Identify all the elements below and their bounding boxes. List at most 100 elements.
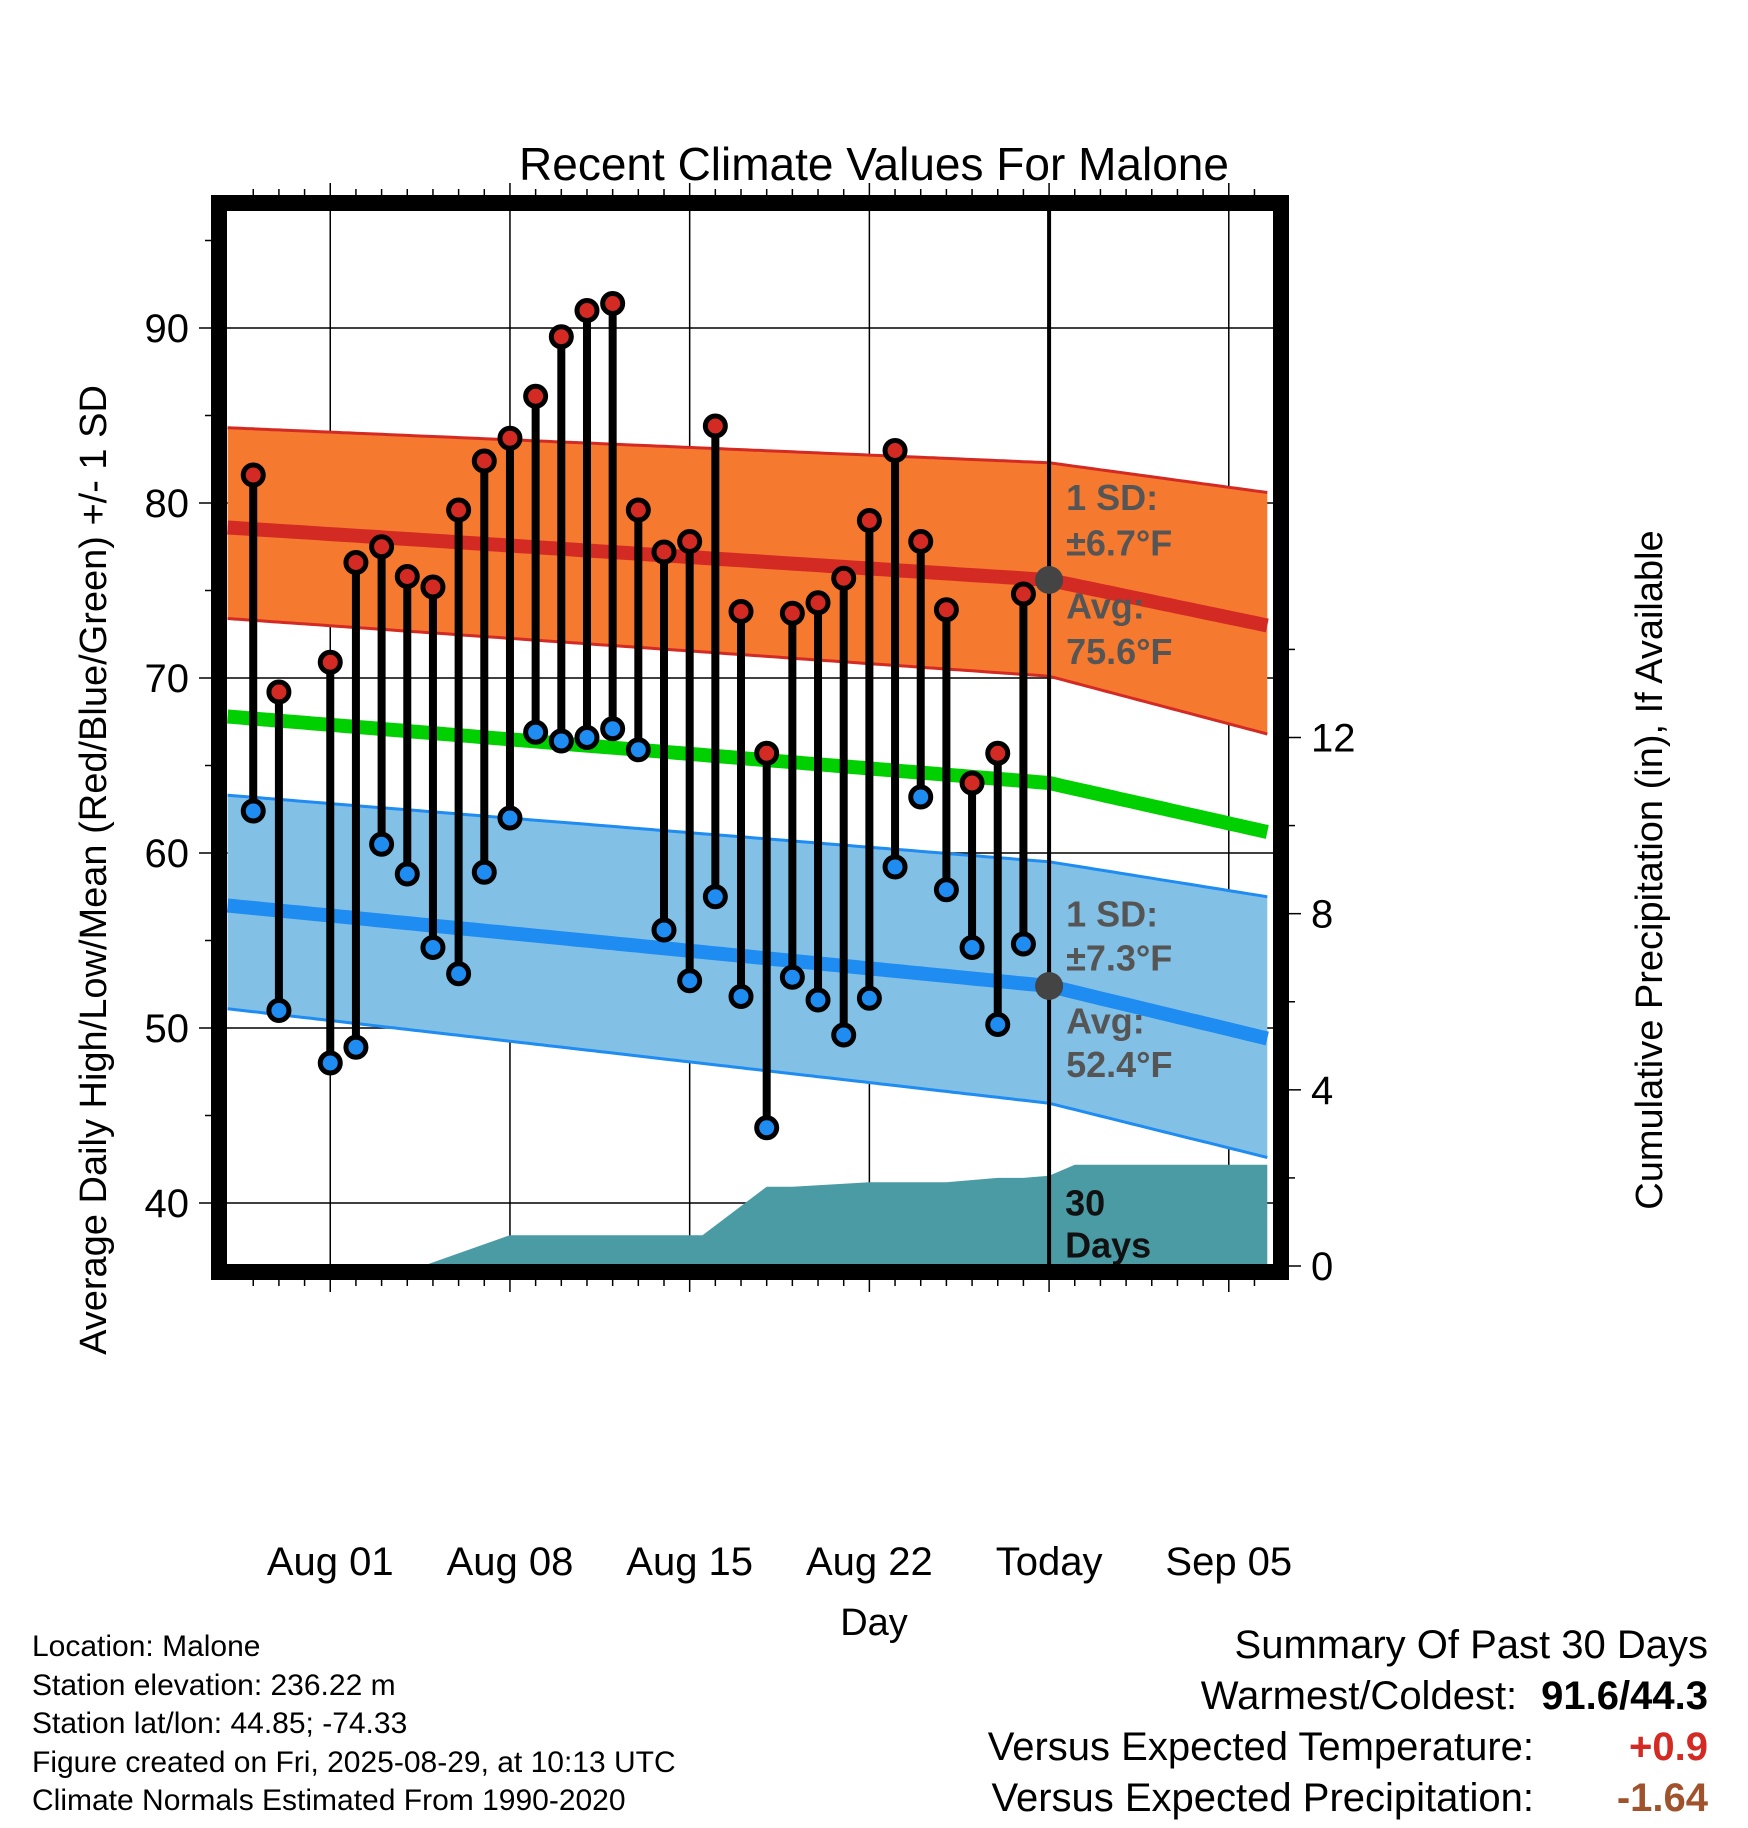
x-tick-label: Aug 22 [806, 1540, 933, 1584]
daily-low-point [882, 854, 908, 880]
daily-low-point [856, 985, 882, 1011]
today-normal-low-marker [1035, 972, 1064, 1000]
daily-low-point [394, 861, 420, 887]
x-tick-label: Aug 15 [626, 1540, 753, 1584]
y-tick-label: 80 [145, 482, 190, 526]
daily-low-point [625, 737, 651, 763]
daily-low-point [369, 831, 395, 857]
plot-frame [211, 195, 1289, 1280]
daily-low-point [497, 805, 523, 831]
station-info: Location: Malone Station elevation: 236.… [32, 1628, 676, 1821]
today-normal-high-marker [1035, 566, 1064, 594]
daily-low-point [471, 859, 497, 885]
high-sd-label-2: ±6.7°F [1066, 523, 1172, 564]
daily-low-point [908, 784, 934, 810]
daily-low-point [548, 728, 574, 754]
high-avg-label-1: Avg: [1066, 586, 1145, 627]
daily-low-point [600, 716, 626, 742]
daily-high-point [805, 590, 831, 616]
y-tick-label: 50 [145, 1007, 190, 1051]
daily-low-point [831, 1022, 857, 1048]
x-tick-label: Today [996, 1540, 1103, 1584]
y-tick-label: 40 [145, 1182, 190, 1226]
daily-high-point [343, 550, 369, 575]
daily-high-point [677, 529, 703, 554]
info-created: Figure created on Fri, 2025-08-29, at 10… [32, 1745, 676, 1779]
y-tick-label: 90 [145, 307, 190, 351]
days-label-2: Days [1065, 1224, 1151, 1265]
x-axis-label: Day [840, 1602, 908, 1644]
summary-panel: Summary Of Past 30 Days Warmest/Coldest:… [988, 1620, 1708, 1824]
y-tick-label: 70 [145, 657, 190, 701]
daily-high-point [882, 438, 908, 463]
low-sd-label-2: ±7.3°F [1066, 937, 1172, 978]
summary-precip-value: -1.64 [1616, 1776, 1708, 1820]
daily-high-point [574, 298, 600, 323]
daily-low-point [317, 1050, 343, 1076]
daily-high-point [548, 324, 574, 350]
daily-high-point [240, 462, 266, 488]
y2-tick-label: 4 [1311, 1069, 1333, 1113]
y2-tick-label: 0 [1311, 1245, 1333, 1289]
daily-high-point [779, 600, 805, 626]
summary-precip-row: Versus Expected Precipitation: -1.64 [988, 1773, 1708, 1824]
daily-high-point [497, 425, 523, 451]
high-sd-upper-edge [227, 426, 1268, 494]
summary-precip-label: Versus Expected Precipitation: [991, 1776, 1534, 1820]
daily-low-point [420, 935, 446, 960]
daily-low-point [523, 719, 549, 745]
low-sd-upper-edge [227, 793, 1268, 899]
days-label-1: 30 [1065, 1182, 1105, 1223]
summary-temp-row: Versus Expected Temperature: +0.9 [988, 1722, 1708, 1773]
daily-high-point [728, 599, 754, 624]
daily-low-point [240, 798, 266, 824]
daily-low-point [702, 884, 728, 910]
daily-low-point [574, 725, 600, 750]
low-sd-lower-edge [227, 1007, 1268, 1159]
daily-high-point [394, 564, 420, 589]
daily-low-point [651, 917, 677, 943]
y2-tick-label: 12 [1311, 717, 1356, 761]
low-avg-label-2: 52.4°F [1066, 1044, 1172, 1085]
info-normals: Climate Normals Estimated From 1990-2020 [32, 1784, 626, 1817]
y-axis-label: Average Daily High/Low/Mean (Red/Blue/Gr… [73, 385, 115, 1355]
daily-low-point [985, 1012, 1011, 1037]
daily-high-point [266, 679, 292, 705]
normal-high-line [227, 520, 1269, 633]
daily-low-point [754, 1115, 780, 1141]
low-sd-label-1: 1 SD: [1066, 894, 1158, 935]
daily-high-point [754, 740, 780, 766]
daily-low-point [343, 1034, 369, 1060]
summary-temp-label: Versus Expected Temperature: [987, 1725, 1534, 1769]
y2-tick-label: 8 [1311, 893, 1333, 937]
daily-high-point [446, 497, 472, 523]
summary-warmest-value: 91.6/44.3 [1541, 1674, 1708, 1718]
daily-high-point [369, 534, 395, 560]
daily-high-point [959, 770, 985, 796]
summary-heading: Summary Of Past 30 Days [1234, 1623, 1708, 1667]
precip-area [227, 1164, 1268, 1266]
daily-low-point [933, 877, 959, 903]
daily-low-point [677, 968, 703, 994]
info-latlon: Station lat/lon: 44.85; -74.33 [32, 1707, 408, 1740]
high-sd-lower-edge [227, 617, 1268, 736]
daily-high-point [831, 565, 857, 591]
daily-high-point [420, 574, 446, 600]
x-tick-label: Aug 08 [447, 1540, 574, 1584]
daily-high-point [471, 448, 497, 474]
summary-warmest-row: Warmest/Coldest: 91.6/44.3 [988, 1671, 1708, 1722]
info-location: Location: Malone [32, 1630, 261, 1663]
daily-high-point [985, 740, 1011, 766]
daily-low-point [779, 964, 805, 990]
daily-high-point [651, 539, 677, 565]
y-tick-label: 60 [145, 832, 190, 876]
normal-mean-line [227, 709, 1269, 839]
high-sd-label-1: 1 SD: [1066, 477, 1158, 518]
daily-high-point [702, 413, 728, 439]
daily-high-point [317, 649, 343, 675]
daily-high-point [1010, 581, 1036, 607]
low-avg-label-1: Avg: [1066, 1000, 1145, 1041]
